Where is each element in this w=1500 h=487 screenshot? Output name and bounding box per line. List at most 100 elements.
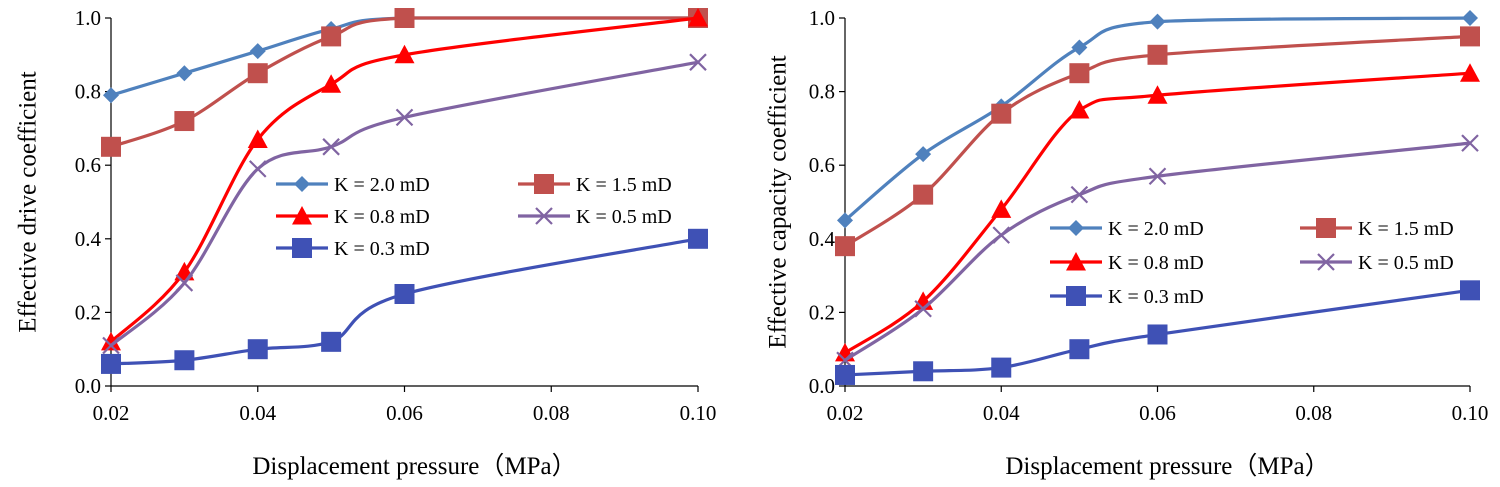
y-tick-label: 0.4 [75,227,102,251]
x-tick-label: 0.02 [827,401,864,425]
data-point-k-0-5-md [689,53,707,71]
data-point-k-0-5-md [248,160,267,178]
x-tick-label: 0.04 [983,401,1020,425]
legend-label: K = 0.3 mD [1108,286,1204,308]
x-tick-label: 0.04 [239,401,276,425]
y-tick-label: 0.8 [809,80,835,104]
series-k-0-3-md [101,228,708,374]
data-point-k-2-0-md [837,212,853,229]
x-axis-title: Displacement pressure（MPa） [1005,452,1329,480]
legend-label: K = 0.5 mD [576,206,672,228]
data-point-k-0-3-md [394,284,415,304]
data-point-k-0-5-md [395,108,414,127]
y-tick-label: 1.0 [809,6,835,30]
legend-marker [292,238,312,258]
data-point-k-0-5-md [992,226,1011,244]
legend-item-k-1-5-md: K = 1.5 mD [1300,218,1454,240]
data-point-k-1-5-md [1460,26,1480,47]
legend-item-k-0-8-md: K = 0.8 mD [276,206,430,228]
legend-marker [1068,220,1084,236]
legend-marker [1317,253,1335,271]
data-point-k-2-0-md [103,87,119,104]
legend-item-k-0-3-md: K = 0.3 mD [1050,286,1204,308]
data-point-k-0-3-md [101,353,121,374]
data-point-k-0-3-md [991,357,1012,378]
legend-item-k-2-0-md: K = 2.0 mD [1050,218,1204,240]
data-point-k-0-5-md [1070,185,1089,204]
data-point-k-1-5-md [101,136,121,157]
data-point-k-0-8-md [1147,85,1168,104]
series-line-k-1-5-md [110,16,698,149]
legend-item-k-0-8-md: K = 0.8 mD [1050,252,1204,274]
y-tick-label: 0.6 [809,153,835,177]
y-tick-label: 1.0 [75,6,101,30]
y-tick-label: 0.6 [75,153,101,177]
legend-label: K = 2.0 mD [334,174,430,196]
series-k-2-0-md [837,10,1478,229]
data-point-k-1-5-md [321,26,342,47]
data-point-k-2-0-md [915,146,932,163]
legend-item-k-0-5-md: K = 0.5 mD [518,206,672,228]
data-point-k-1-5-md [394,8,415,28]
legend-label: K = 2.0 mD [1108,218,1204,240]
y-tick-label: 0.0 [75,374,101,398]
data-point-k-0-5-md [1148,167,1167,186]
series-line-k-1-5-md [844,34,1471,248]
legend-label: K = 0.8 mD [334,206,430,228]
data-point-k-0-3-md [321,331,342,352]
y-axis-title: Effective drive coefficient [15,71,42,332]
data-point-k-0-3-md [835,364,855,385]
data-point-k-0-8-md [1069,100,1090,119]
data-point-k-2-0-md [1149,13,1166,30]
y-tick-label: 0.0 [809,374,835,398]
data-point-k-0-5-md [322,138,340,156]
series-k-0-5-md [102,53,707,355]
data-point-k-2-0-md [1462,10,1478,26]
data-point-k-0-3-md [247,339,268,360]
series-k-0-5-md [836,134,1479,370]
data-point-k-0-3-md [174,350,195,371]
y-tick-label: 0.2 [75,300,101,324]
legend-item-k-0-3-md: K = 0.3 mD [276,238,430,260]
data-point-k-2-0-md [176,65,193,82]
series-k-0-3-md [835,280,1480,385]
chart-right-effective-capacity: 0.0 0.2 0.4 0.6 0.8 1.0 0.02 0.04 0.06 0.08 0.10 Di… [765,6,1489,480]
data-point-k-0-8-md [101,331,121,351]
data-point-k-0-5-md [102,336,120,355]
x-tick-label: 0.08 [1295,401,1332,425]
data-point-k-1-5-md [1069,63,1090,84]
x-axis-title: Displacement pressure（MPa） [252,452,576,480]
data-point-k-0-8-md [991,199,1012,218]
series-k-1-5-md [835,26,1480,257]
data-point-k-0-8-md [688,8,708,27]
data-point-k-1-5-md [835,236,855,257]
series-line-k-0-8-md [844,71,1471,355]
legend-label: K = 1.5 mD [576,174,672,196]
x-tick-label: 0.08 [533,401,570,425]
legend-marker [292,206,312,225]
data-point-k-0-3-md [688,228,708,249]
x-tick-label: 0.06 [1139,401,1176,425]
data-point-k-0-8-md [394,44,415,64]
data-point-k-0-3-md [1069,339,1090,360]
legend-label: K = 0.3 mD [334,238,430,260]
y-tick-label: 0.4 [809,227,836,251]
legend-label: K = 1.5 mD [1358,218,1454,240]
data-point-k-0-8-md [247,129,268,148]
data-point-k-0-5-md [914,299,932,318]
y-axis-title: Effective capacity coefficient [765,55,792,348]
data-point-k-1-5-md [174,111,195,132]
data-point-k-0-8-md [321,74,342,93]
legend: K = 2.0 mD K = 1.5 mD K = 0.8 mD K = 0.5 mD… [1050,218,1454,308]
legend-marker [294,176,310,192]
legend-marker [535,207,553,225]
legend-label: K = 0.5 mD [1358,252,1454,274]
legend-item-k-1-5-md: K = 1.5 mD [518,174,672,196]
data-point-k-1-5-md [991,103,1012,124]
legend-marker [534,174,554,194]
data-point-k-1-5-md [913,184,934,205]
data-point-k-0-8-md [1460,63,1480,82]
legend-label: K = 0.8 mD [1108,252,1204,274]
data-point-k-0-5-md [1461,134,1479,152]
